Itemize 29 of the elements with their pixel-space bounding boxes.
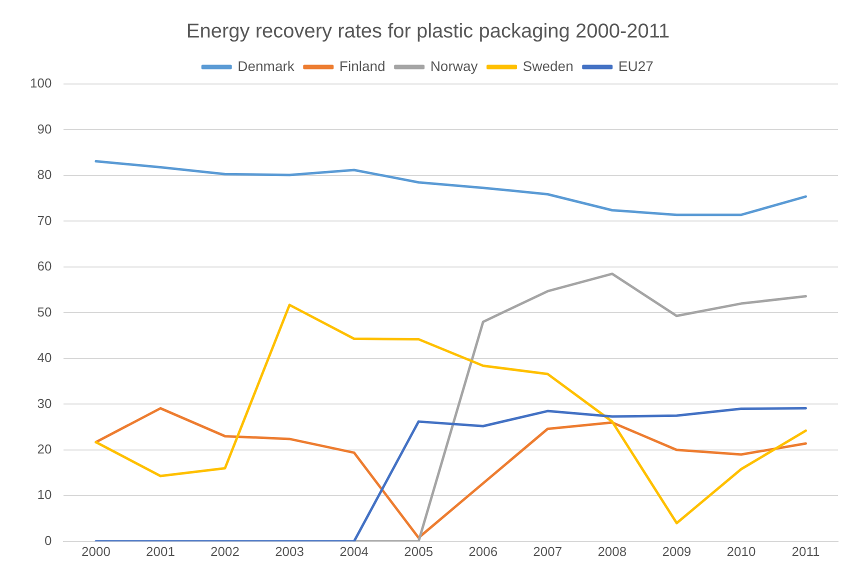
x-tick-label: 2010 (726, 544, 756, 559)
y-tick-label: 80 (37, 167, 52, 182)
legend-label: EU27 (618, 58, 654, 74)
y-tick-label: 10 (37, 487, 52, 502)
y-tick-label: 20 (37, 442, 52, 456)
x-tick-label: 2011 (792, 544, 820, 559)
legend-label: Norway (430, 58, 478, 74)
y-tick-label: 100 (30, 76, 52, 91)
y-tick-label: 50 (37, 304, 52, 320)
y-tick-label: 60 (37, 258, 52, 274)
x-tick-label: 2008 (598, 544, 627, 559)
x-tick-label: 2006 (468, 544, 498, 559)
chart-title: Energy recovery rates for plastic packaging 2000-2011 (186, 20, 670, 43)
legend-label: Finland (339, 58, 386, 74)
y-tick-label: 90 (37, 121, 52, 136)
legend-label: Sweden (522, 58, 574, 74)
y-tick-label: 30 (37, 396, 52, 411)
x-tick-label: 2002 (210, 544, 240, 559)
y-tick-label: 70 (37, 212, 52, 228)
x-tick-label: 2001 (146, 544, 175, 559)
x-tick-label: 2004 (340, 544, 369, 559)
y-tick-label: 0 (44, 532, 52, 548)
y-tick-label: 40 (37, 350, 52, 366)
x-tick-label: 2003 (275, 544, 304, 559)
x-tick-label: 2005 (404, 544, 434, 559)
legend-label: Denmark (238, 58, 296, 74)
x-tick-label: 2007 (533, 544, 562, 559)
x-tick-label: 2000 (81, 544, 110, 559)
x-tick-label: 2009 (662, 544, 692, 559)
